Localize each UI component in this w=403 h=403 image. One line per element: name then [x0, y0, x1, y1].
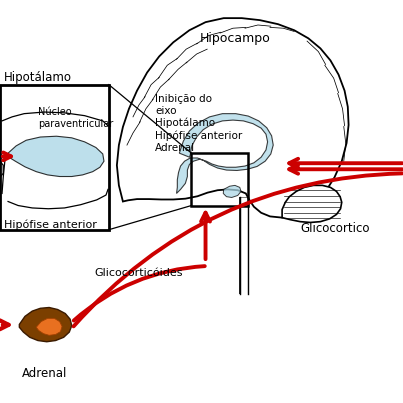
Text: Adrenal: Adrenal: [22, 367, 68, 380]
Text: Glicocorticóides: Glicocorticóides: [95, 268, 183, 278]
Text: Núcleo
paraventricular: Núcleo paraventricular: [38, 106, 114, 129]
Polygon shape: [117, 18, 349, 218]
Bar: [191, 153, 248, 206]
Polygon shape: [177, 114, 273, 193]
FancyArrowPatch shape: [74, 173, 402, 326]
Text: Glicocortico: Glicocortico: [300, 222, 370, 235]
Text: Hipófise anterior: Hipófise anterior: [4, 219, 97, 230]
Polygon shape: [36, 318, 62, 335]
Bar: [0, 85, 109, 230]
FancyArrowPatch shape: [74, 266, 205, 320]
FancyArrowPatch shape: [201, 213, 210, 259]
Polygon shape: [8, 136, 104, 177]
Polygon shape: [19, 307, 72, 342]
Text: Inibição do
eixo
Hipotálamo
Hipófise anterior
Adrenal: Inibição do eixo Hipotálamo Hipófise ant…: [155, 94, 243, 153]
Text: Hipotálamo: Hipotálamo: [4, 71, 72, 83]
Text: Hipocampo: Hipocampo: [199, 32, 270, 45]
Polygon shape: [223, 185, 241, 197]
Polygon shape: [282, 185, 342, 222]
